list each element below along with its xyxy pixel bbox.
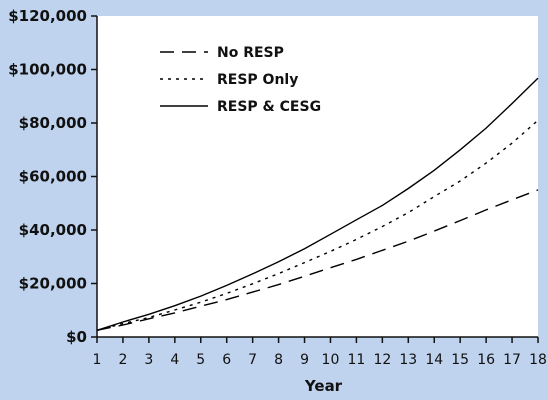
series-line-resp-only [96, 119, 539, 331]
x-tick-label: 9 [300, 352, 309, 368]
x-tick-label: 8 [274, 352, 283, 368]
series-line-no-resp [96, 189, 539, 331]
y-tick-label: $100,000 [8, 61, 87, 79]
x-tick-label: 6 [222, 352, 231, 368]
y-tick-label: $0 [66, 328, 87, 346]
x-tick-label: 13 [399, 352, 417, 368]
x-tick-label: 2 [118, 352, 127, 368]
plot-area [97, 16, 538, 337]
x-axis: 1 2 3 4 5 6 7 8 9 10 11 12 13 14 15 16 17 18 [93, 336, 547, 368]
x-tick-label: 15 [451, 352, 469, 368]
y-axis: $0 $20,000 $40,000 $60,000 $80,000 $100,000 $1… [8, 7, 98, 346]
x-tick-label: 14 [425, 352, 443, 368]
legend-label: RESP Only [217, 72, 298, 88]
series-line-resp-cesg [96, 77, 539, 331]
legend-label: RESP & CESG [217, 99, 321, 115]
x-tick-label: 5 [196, 352, 205, 368]
x-tick-label: 16 [477, 352, 495, 368]
x-tick-label: 12 [373, 352, 391, 368]
x-tick-label: 3 [144, 352, 153, 368]
x-tick-label: 4 [170, 352, 179, 368]
x-tick-label: 1 [93, 352, 102, 368]
x-tick-label: 17 [503, 352, 521, 368]
series-lines [96, 77, 539, 331]
x-axis-title: Year [304, 377, 343, 395]
y-tick-label: $60,000 [19, 168, 87, 186]
x-tick-label: 18 [529, 352, 547, 368]
x-tick-label: 7 [248, 352, 257, 368]
x-tick-label: 11 [347, 352, 365, 368]
y-tick-label: $120,000 [8, 7, 87, 25]
x-tick-label: 10 [322, 352, 340, 368]
y-tick-label: $80,000 [19, 114, 87, 132]
legend-label: No RESP [217, 45, 284, 61]
legend: No RESP RESP Only RESP & CESG [160, 45, 321, 115]
y-tick-label: $20,000 [19, 275, 87, 293]
y-tick-label: $40,000 [19, 221, 87, 239]
